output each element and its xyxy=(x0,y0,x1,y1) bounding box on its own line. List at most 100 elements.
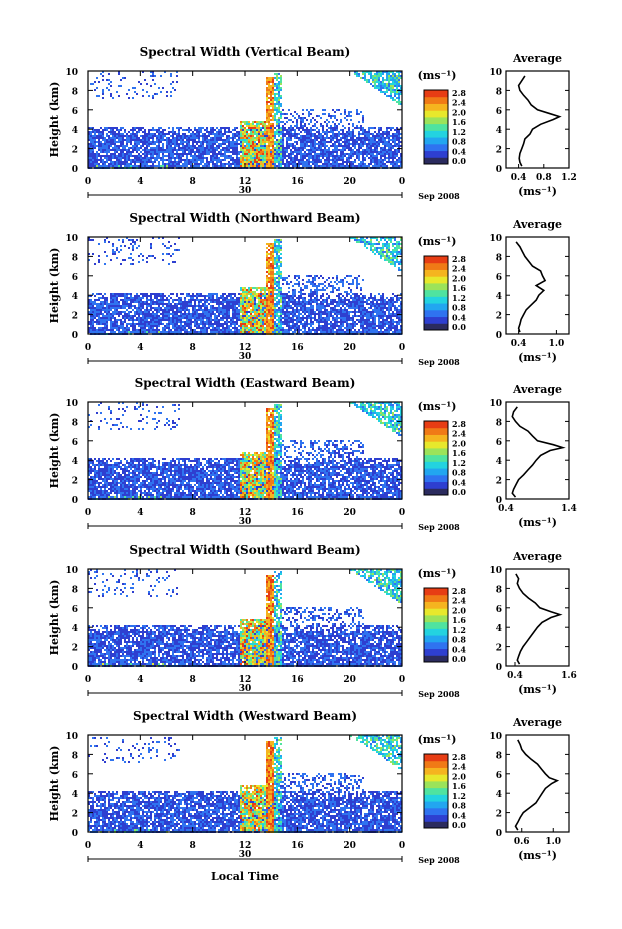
heatmap-cell xyxy=(192,313,194,315)
heatmap-cell xyxy=(280,143,282,145)
heatmap-cell xyxy=(378,143,380,145)
heatmap-cell xyxy=(384,141,386,143)
heatmap-cell xyxy=(122,329,124,331)
heatmap-cell xyxy=(244,321,246,323)
heatmap-cell xyxy=(364,129,366,131)
heatmap-cell xyxy=(96,131,98,133)
heatmap-cell xyxy=(238,139,240,141)
heatmap-cell xyxy=(142,131,144,133)
heatmap-cell xyxy=(96,77,98,79)
heatmap-cell xyxy=(266,83,268,85)
heatmap-cell xyxy=(136,299,138,301)
heatmap-cell xyxy=(304,147,306,149)
heatmap-cell xyxy=(284,113,286,115)
heatmap-cell xyxy=(186,301,188,303)
heatmap-cell xyxy=(178,303,180,305)
heatmap-cell xyxy=(116,163,118,165)
heatmap-cell xyxy=(120,305,122,307)
heatmap-cell xyxy=(244,155,246,157)
heatmap-cell xyxy=(352,125,354,127)
heatmap-cell xyxy=(94,139,96,141)
heatmap-cell xyxy=(240,325,242,327)
heatmap-cell xyxy=(118,239,120,241)
heatmap-cell xyxy=(242,157,244,159)
heatmap-cell xyxy=(198,313,200,315)
heatmap-cell xyxy=(242,327,244,329)
heatmap-cell xyxy=(168,311,170,313)
heatmap-cell xyxy=(116,303,118,305)
heatmap-cell xyxy=(176,321,178,323)
heatmap-cell xyxy=(148,135,150,137)
heatmap-cell xyxy=(286,165,288,167)
heatmap-cell xyxy=(390,145,392,147)
heatmap-cell xyxy=(326,145,328,147)
heatmap-cell xyxy=(138,153,140,155)
heatmap-cell xyxy=(362,115,364,117)
heatmap-cell xyxy=(260,289,262,291)
heatmap-cell xyxy=(204,325,206,327)
heatmap-cell xyxy=(266,131,268,133)
heatmap-cell xyxy=(188,311,190,313)
heatmap-cell xyxy=(94,81,96,83)
heatmap-cell xyxy=(116,257,118,259)
heatmap-cell xyxy=(298,163,300,165)
heatmap-cell xyxy=(148,323,150,325)
heatmap-cell xyxy=(294,137,296,139)
heatmap-cell xyxy=(118,303,120,305)
heatmap-cell xyxy=(270,93,272,95)
heatmap-cell xyxy=(206,131,208,133)
heatmap-cell xyxy=(196,321,198,323)
heatmap-cell xyxy=(154,301,156,303)
heatmap-cell xyxy=(212,161,214,163)
heatmap-cell xyxy=(98,313,100,315)
heatmap-cell xyxy=(138,301,140,303)
heatmap-cell xyxy=(192,137,194,139)
heatmap-cell xyxy=(356,109,358,111)
heatmap-cell xyxy=(274,155,276,157)
heatmap-cell xyxy=(192,147,194,149)
heatmap-cell xyxy=(120,79,122,81)
heatmap-cell xyxy=(288,147,290,149)
heatmap-cell xyxy=(276,99,278,101)
heatmap-cell xyxy=(240,141,242,143)
heatmap-cell xyxy=(212,307,214,309)
heatmap-cell xyxy=(334,141,336,143)
heatmap-cell xyxy=(122,325,124,327)
heatmap-cell xyxy=(378,131,380,133)
heatmap-cell xyxy=(166,163,168,165)
heatmap-cell xyxy=(274,141,276,143)
heatmap-cell xyxy=(280,113,282,115)
heatmap-cell xyxy=(92,315,94,317)
heatmap-cell xyxy=(344,141,346,143)
heatmap-cell xyxy=(302,161,304,163)
heatmap-cell xyxy=(390,127,392,129)
heatmap-cell xyxy=(240,123,242,125)
heatmap-cell xyxy=(384,93,386,95)
y-tick-label: 2 xyxy=(72,146,78,156)
heatmap-cell xyxy=(90,319,92,321)
heatmap-cell xyxy=(158,137,160,139)
heatmap-cell xyxy=(134,159,136,161)
heatmap-cell xyxy=(342,159,344,161)
heatmap-cell xyxy=(182,153,184,155)
heatmap-cell xyxy=(142,255,144,257)
heatmap-cell xyxy=(92,307,94,309)
heatmap-cell xyxy=(320,137,322,139)
heatmap-cell xyxy=(336,157,338,159)
heatmap-cell xyxy=(158,161,160,163)
heatmap-cell xyxy=(278,105,280,107)
heatmap-cell xyxy=(246,319,248,321)
heatmap-cell xyxy=(326,119,328,121)
heatmap-cell xyxy=(228,155,230,157)
heatmap-cell xyxy=(138,159,140,161)
heatmap-cell xyxy=(254,131,256,133)
heatmap-cell xyxy=(330,145,332,147)
heatmap-cell xyxy=(128,165,130,167)
heatmap-cell xyxy=(234,149,236,151)
heatmap-cell xyxy=(358,135,360,137)
heatmap-cell xyxy=(344,155,346,157)
heatmap-cell xyxy=(284,127,286,129)
heatmap-cell xyxy=(320,141,322,143)
heatmap-cell xyxy=(242,311,244,313)
heatmap-cell xyxy=(280,105,282,107)
